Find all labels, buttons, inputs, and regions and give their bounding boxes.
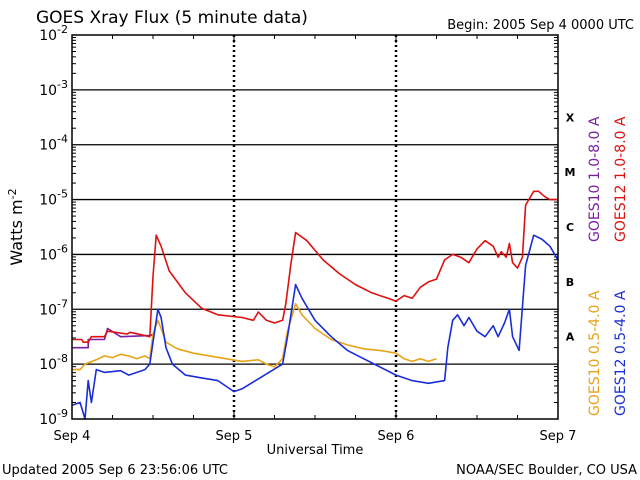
y-tick-exponent: -6 (57, 242, 68, 255)
series-line-3 (71, 234, 559, 420)
y-axis-label: Watts m-2 (6, 188, 26, 265)
y-tick-exponent: -8 (57, 352, 68, 365)
updated-time: Updated 2005 Sep 6 23:56:06 UTC (2, 463, 228, 478)
y-tick-label: 10-3 (39, 78, 68, 99)
x-tick-labels: Sep 4 Sep 5 Sep 6 Sep 7 (54, 429, 577, 444)
series-line-2 (72, 302, 437, 371)
x-tick-label: Sep 5 (216, 429, 253, 444)
y-tick-label: 10-2 (39, 23, 68, 44)
y-tick-base: 10 (39, 193, 57, 209)
y-tick-base: 10 (39, 83, 57, 99)
y-tick-label: 10-6 (39, 242, 68, 263)
y-tick-label: 10-9 (39, 407, 68, 428)
y-tick-label: 10-7 (39, 297, 68, 318)
y-tick-base: 10 (39, 138, 57, 154)
y-tick-base: 10 (39, 412, 57, 428)
y-tick-base: 10 (39, 357, 57, 373)
x-tick-label: Sep 4 (54, 429, 91, 444)
legend-item-1: GOES12 1.0-8.0 A (613, 116, 629, 242)
y-tick-exponent: -7 (57, 297, 68, 310)
x-tick-label: Sep 6 (378, 429, 415, 444)
y-tick-labels: 10-210-310-410-510-610-710-810-9 (39, 23, 68, 428)
y-tick-label: 10-4 (39, 133, 68, 154)
y-tick-exponent: -4 (57, 133, 68, 146)
y-tick-exponent: -2 (57, 23, 68, 36)
flare-class-x: X (566, 111, 575, 124)
begin-time: Begin: 2005 Sep 4 0000 UTC (447, 18, 634, 33)
y-tick-exponent: -9 (57, 407, 68, 420)
legend-item-0: GOES10 1.0-8.0 A (587, 116, 603, 242)
flare-class-m: M (565, 166, 576, 179)
y-tick-label: 10-8 (39, 352, 68, 373)
source-credit: NOAA/SEC Boulder, CO USA (456, 463, 637, 478)
x-tick-label: Sep 7 (540, 429, 577, 444)
y-tick-base: 10 (39, 28, 57, 44)
x-axis-label: Universal Time (267, 443, 364, 458)
flare-class-b: B (566, 276, 574, 289)
chart-title: GOES Xray Flux (5 minute data) (36, 8, 308, 28)
legend: GOES10 1.0-8.0 A GOES12 1.0-8.0 A GOES10 0… (587, 116, 629, 416)
flare-class-c: C (566, 221, 574, 234)
legend-item-3: GOES12 0.5-4.0 A (613, 290, 629, 416)
y-tick-label: 10-5 (39, 188, 68, 209)
y-tick-base: 10 (39, 247, 57, 263)
plot-frame (71, 34, 559, 420)
series-line-1 (72, 190, 558, 344)
y-tick-exponent: -5 (57, 188, 68, 201)
legend-item-2: GOES10 0.5-4.0 A (587, 290, 603, 416)
flare-class-a: A (566, 331, 575, 344)
grid-lines (71, 35, 559, 419)
series-lines (71, 190, 559, 420)
flare-class-labels: X M C B A (565, 111, 576, 343)
y-tick-base: 10 (39, 302, 57, 318)
y-tick-exponent: -3 (57, 78, 68, 91)
